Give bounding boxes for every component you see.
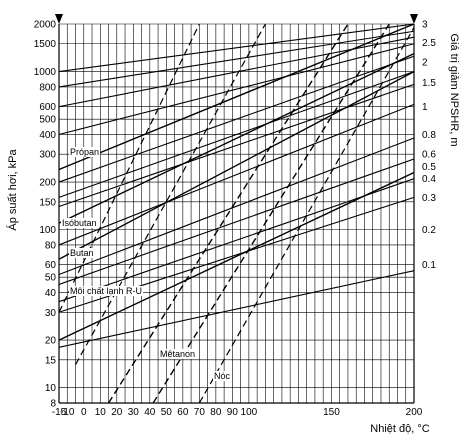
solid-family-line [58,30,415,88]
solid-family-line [58,137,415,276]
x-tick-label: 60 [177,407,189,418]
series-line [58,52,415,224]
y2-tick-label: 0.1 [422,260,436,271]
x-tick-label: 100 [241,407,258,418]
series-label: Nóc [214,371,231,381]
y-tick-label: 10 [45,383,57,394]
solid-family-line [58,83,415,208]
x-tick-label: 80 [210,407,222,418]
axes: 8101520304050608010015020030040050060080… [34,14,436,418]
y-tick-label: 500 [39,115,56,126]
series-labels: Própan Isóbutan Butan Môi chất lạnh R-U Mêta… [61,147,232,381]
series-layer [58,23,415,404]
y-tick-label: 15 [45,355,57,366]
series-line [58,70,415,260]
solid-family-line [58,71,415,198]
y2-tick-label: 0.8 [422,130,436,141]
y-tick-label: 150 [39,197,56,208]
series-label-bg [159,349,197,359]
y2-axis-arrow [410,14,418,24]
y-tick-label: 40 [45,288,57,299]
y2-tick-label: 2.5 [422,38,436,49]
y2-tick-label: 1 [422,102,428,113]
x-tick-label: 40 [144,407,156,418]
series-label-bg [69,286,144,296]
series-line [107,23,349,404]
x-axis-title: Nhiệt độ, °C [370,423,429,435]
y-tick-label: 1500 [34,39,57,50]
x-tick-label: 0 [81,407,87,418]
x-tick-label: 90 [227,407,239,418]
series-line [152,23,390,404]
x-tick-label: 70 [194,407,206,418]
solid-family-line [58,55,415,183]
y-axis-title: Áp suất hơi, kPa [6,149,19,231]
y-tick-label: 60 [45,260,57,271]
y-tick-label: 30 [45,308,57,319]
x-tick-label: 150 [323,407,340,418]
y2-tick-label: 0.6 [422,150,436,161]
dashed-series-line [198,27,415,404]
series-label: Própan [70,147,99,157]
series-label-bg [213,371,232,381]
y2-axis-title: Giá trị giảm NPSHR, m [448,33,460,146]
y-tick-label: 400 [39,130,56,141]
solid-family-line [58,270,415,348]
series-line [58,23,415,171]
y2-tick-label: 0.3 [422,193,436,204]
y2-tick-label: 2 [422,57,428,68]
series-label-bg [69,248,95,258]
y-tick-label: 200 [39,178,56,189]
y-tick-label: 80 [45,240,57,251]
grid [58,23,415,404]
y-tick-label: 800 [39,82,56,93]
x-tick-label: -15 [52,407,67,418]
y-tick-label: 300 [39,150,56,161]
y-tick-label: 20 [45,336,57,347]
x-tick-label: 200 [406,407,423,418]
solid-family-line [58,23,415,73]
solid-family-line [58,158,415,285]
y-tick-label: 2000 [34,20,57,31]
y2-tick-label: 0.5 [422,162,436,173]
series-label: Môi chất lạnh R-U [70,286,142,296]
x-tick-label: 10 [95,407,107,418]
dashed-series-line [74,23,266,365]
y-axis-arrow [55,14,63,24]
y-tick-label: 600 [39,102,56,113]
x-tick-label: 20 [111,407,123,418]
series-label: Mêtanon [160,349,195,359]
y2-tick-label: 0.2 [422,225,436,236]
x-tick-label: -10 [60,407,75,418]
series-line [58,171,415,341]
y2-tick-label: 1.5 [422,78,436,89]
y2-tick-label: 0.4 [422,174,436,185]
y2-tick-label: 3 [422,20,428,31]
y-tick-label: 1000 [34,67,57,78]
y-tick-label: 50 [45,273,57,284]
x-tick-label: 50 [161,407,173,418]
series-label: Isóbutan [62,218,97,228]
series-label-bg [69,147,101,157]
y-tick-label: 100 [39,225,56,236]
solid-family-line [58,178,415,303]
x-tick-label: 30 [128,407,140,418]
solid-family-line [58,103,415,246]
series-label: Butan [70,248,94,258]
y-tick-label: 8 [50,399,56,410]
series-label-bg [61,218,98,228]
dashed-series-line [58,23,200,313]
solid-family-line [58,43,415,136]
